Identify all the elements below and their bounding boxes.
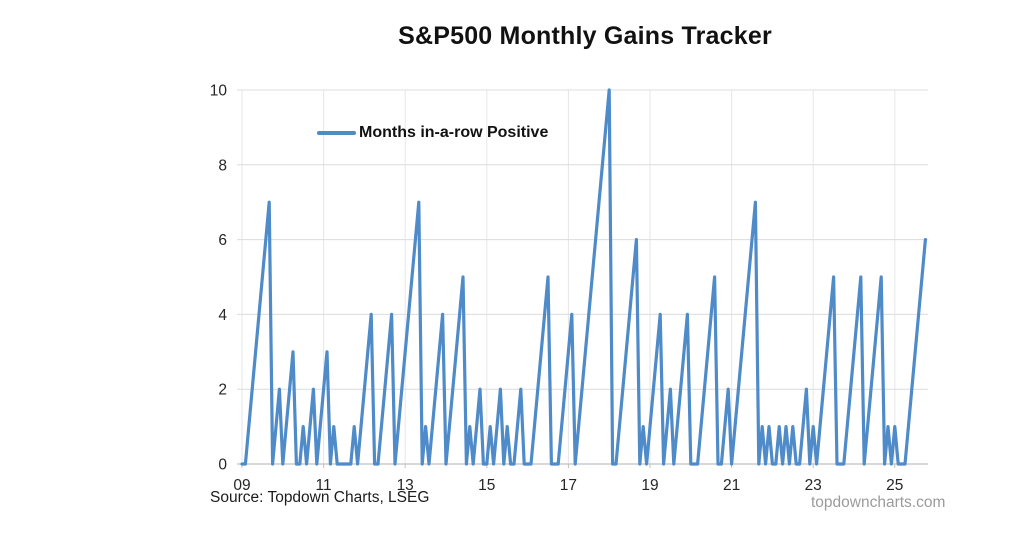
x-tick-label: 09 <box>233 477 250 494</box>
watermark: topdowncharts.com <box>811 494 946 511</box>
y-tick-label: 0 <box>218 457 227 474</box>
y-tick-label: 8 <box>218 157 227 174</box>
legend-line-swatch <box>317 131 356 135</box>
x-tick-label: 21 <box>723 477 740 494</box>
y-tick-label: 2 <box>218 382 227 399</box>
x-tick-label: 19 <box>641 477 658 494</box>
x-tick-label: 17 <box>560 477 577 494</box>
x-tick-label: 23 <box>805 477 822 494</box>
x-tick-label: 13 <box>397 477 414 494</box>
series-line <box>240 88 928 466</box>
x-tick-label: 15 <box>478 477 495 494</box>
x-tick-label: 11 <box>316 477 332 494</box>
y-tick-label: 6 <box>218 232 227 249</box>
y-tick-label: 10 <box>210 83 228 100</box>
legend: Months in-a-row Positive <box>317 123 548 143</box>
y-tick-label: 4 <box>218 307 227 324</box>
legend-label: Months in-a-row Positive <box>359 124 549 141</box>
chart-title: S&P500 Monthly Gains Tracker <box>398 22 772 50</box>
x-tick-label: 25 <box>886 477 903 494</box>
source-note: Source: Topdown Charts, LSEG <box>210 489 430 506</box>
